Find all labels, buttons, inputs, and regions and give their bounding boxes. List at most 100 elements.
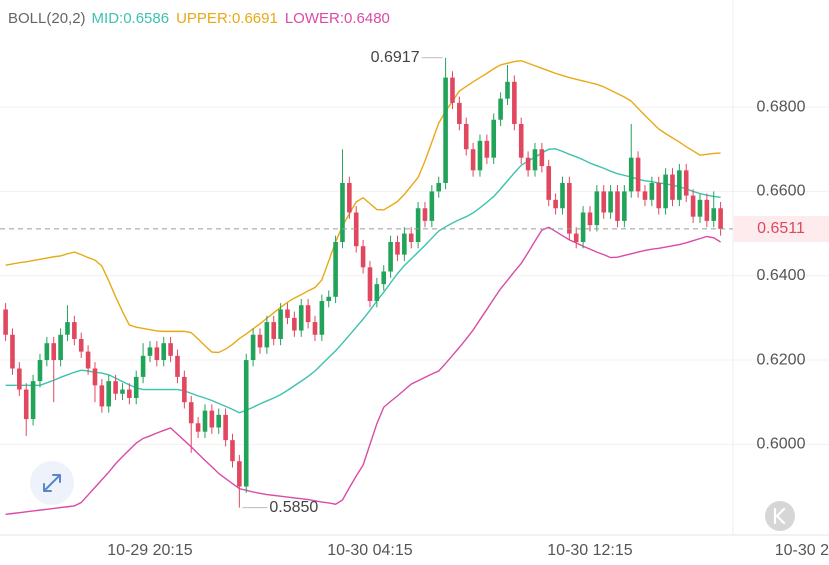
candle-body (690, 195, 696, 217)
candle-body (670, 174, 675, 200)
high-marker-label: 0.6917 (371, 49, 420, 66)
candle-body (292, 317, 297, 331)
overlay-layer: 0.6917 0.5850 0.6511 (0, 49, 829, 516)
candle-body (161, 343, 167, 361)
candle-body (319, 301, 325, 335)
candle-body (237, 461, 242, 487)
candle-body (388, 241, 393, 272)
candle-body (367, 267, 373, 302)
candle-body (470, 149, 476, 171)
x-tick-label: 10-29 20:15 (107, 542, 193, 559)
scroll-latest-icon[interactable] (773, 507, 786, 525)
candle-body (312, 322, 318, 335)
candle-body (360, 246, 366, 268)
candle-body (457, 102, 462, 124)
candle-body (415, 208, 421, 242)
grid-layer: 0.6000 0.6200 0.6400 0.6600 0.6800 10-29 20:1… (0, 98, 829, 559)
candle-body (429, 191, 435, 221)
candle-body (505, 81, 510, 99)
x-tick-label: 10-30 12:15 (547, 542, 633, 559)
candle-body (340, 182, 345, 242)
candle-body (92, 368, 98, 386)
band-line (5, 226, 721, 516)
candle-body (285, 309, 290, 318)
candle-body (78, 338, 84, 352)
y-tick-label: 0.6000 (757, 436, 806, 453)
candle-body (175, 355, 180, 377)
candle-body (140, 355, 146, 377)
candle-body (484, 140, 490, 158)
bands-layer (5, 59, 721, 516)
candle-body (133, 376, 139, 398)
candle-body (704, 199, 710, 221)
indicator-header: BOLL(20,2) MID:0.6586 UPPER:0.6691 LOWER:0… (8, 10, 390, 27)
candle-body (243, 360, 249, 487)
expand-button[interactable] (30, 461, 74, 505)
candle-body (594, 191, 600, 226)
x-tick-label: 10-30 04:15 (327, 542, 413, 559)
candle-body (147, 347, 153, 356)
candle-body (539, 149, 545, 167)
band-line (5, 59, 721, 354)
candle-body (65, 322, 70, 335)
candle-body (168, 343, 173, 356)
candle-body (450, 77, 455, 103)
y-tick-label: 0.6200 (757, 351, 806, 368)
candle-body (347, 182, 352, 213)
candle-body (381, 271, 387, 285)
candle-body (683, 170, 689, 196)
x-tick-label: 10-30 2 (775, 542, 829, 559)
candle-body (601, 191, 607, 213)
candle-body (195, 423, 201, 432)
candle-body (271, 322, 277, 339)
candle-body (223, 414, 228, 441)
legend-entry: UPPER:0.6691 (176, 10, 278, 27)
candle-body (656, 182, 662, 209)
candle-body (374, 284, 380, 302)
candle-body (443, 77, 448, 183)
candle-body (512, 81, 517, 124)
scroll-latest-bg[interactable] (765, 501, 795, 531)
candle-body (10, 334, 15, 369)
candle-body (697, 199, 703, 217)
candle-body (3, 309, 8, 335)
candle-body (202, 410, 208, 432)
low-marker-label: 0.5850 (269, 499, 318, 516)
candle-body (463, 123, 469, 150)
candle-body (278, 309, 283, 339)
legend-entry: MID:0.6586 (92, 10, 170, 27)
candle-body (628, 157, 634, 192)
y-tick-label: 0.6600 (757, 183, 806, 200)
candle-body (154, 347, 160, 361)
last-price-tag (734, 215, 829, 242)
candle-body (622, 191, 627, 221)
candle-body (188, 402, 194, 424)
expand-icon[interactable] (43, 474, 61, 492)
candle-body (573, 233, 579, 242)
candle-body (608, 191, 613, 213)
candle-body (44, 343, 50, 361)
candle-body (718, 208, 723, 229)
candle-body (711, 208, 717, 221)
candle-body (525, 157, 531, 171)
scroll-latest-button[interactable] (765, 501, 795, 531)
candle-body (17, 368, 22, 390)
candle-body (250, 334, 256, 361)
candle-body (587, 212, 593, 226)
candle-body (498, 98, 503, 120)
y-tick-label: 0.6800 (757, 98, 806, 115)
candle-body (37, 360, 43, 382)
candle-body (635, 157, 641, 192)
candle-body (395, 241, 400, 255)
candle-body (615, 191, 620, 221)
candle-body (230, 440, 235, 462)
candle-body (51, 343, 57, 361)
candle-body (305, 305, 311, 323)
candle-body (677, 170, 682, 200)
candle-body (477, 140, 483, 171)
candle-body (216, 414, 222, 428)
